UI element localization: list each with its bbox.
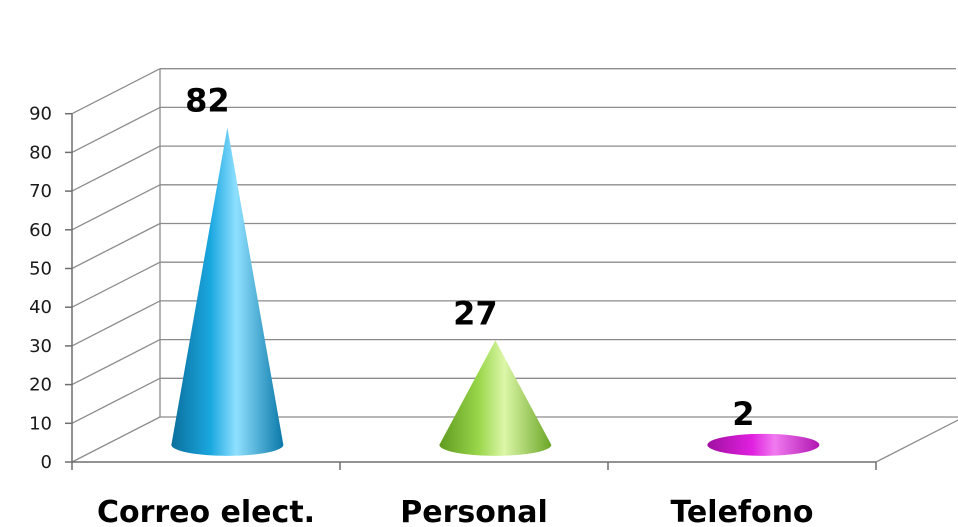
y-tick-label: 80 [29,142,52,163]
data-label: 2 [732,395,754,433]
floor-left-edge [71,416,161,463]
cone-3 [707,433,820,456]
cone-body [439,340,552,456]
data-label: 27 [453,294,498,332]
y-tick-label: 70 [29,181,52,202]
gridline-side [71,261,161,308]
y-tick-label: 20 [29,375,52,396]
category-label: Correo elect. [97,495,315,527]
cone-2 [439,340,552,456]
y-tick-label: 50 [29,259,52,280]
floor-right-edge [875,419,958,463]
data-label: 82 [185,82,230,120]
y-tick-label: 30 [29,336,52,357]
gridline-side [71,377,161,424]
gridline-side [71,222,161,270]
y-tick-label: 10 [29,413,52,434]
gridline-side [71,339,161,386]
cone-1 [171,127,284,456]
gridline-side [71,68,161,115]
y-tick-label: 90 [29,104,52,125]
gridline-side [71,300,161,347]
gridline-side [71,106,161,153]
category-label: Telefono [670,495,813,527]
y-tick-label: 40 [29,297,52,318]
y-tick-label: 60 [29,220,52,241]
category-label: Personal [400,495,547,527]
gridline-side [71,184,161,231]
cone-body [171,127,284,456]
y-tick-label: 0 [41,452,52,473]
cone-flat-base [707,433,820,456]
gridline-side [71,145,161,192]
